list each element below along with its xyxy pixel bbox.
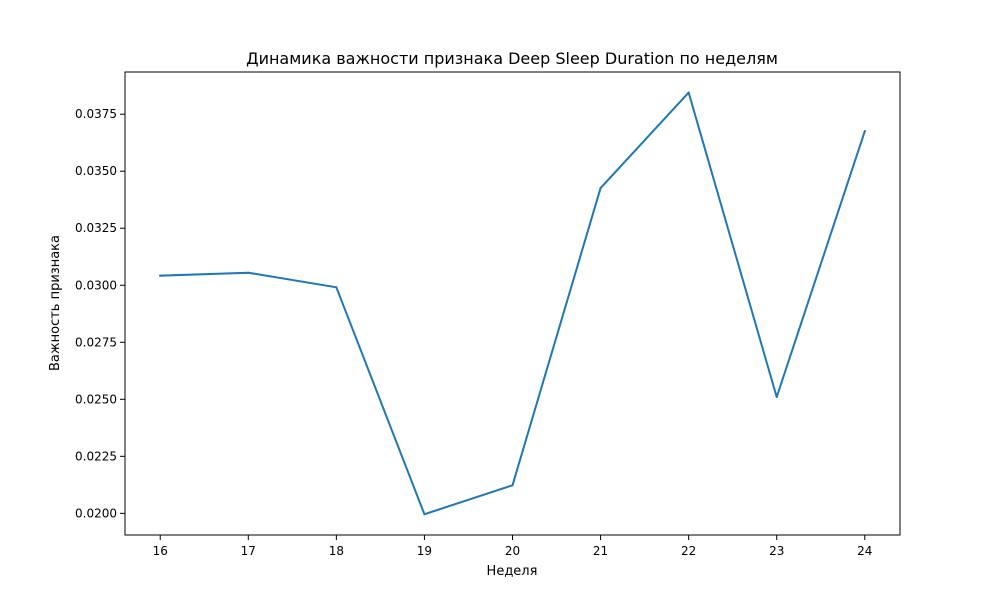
y-tick-label: 0.0225: [75, 449, 117, 463]
data-point: [159, 274, 162, 277]
x-axis-label: Неделя: [487, 564, 538, 579]
x-tick-label: 17: [241, 544, 256, 558]
x-tick-label: 24: [857, 544, 872, 558]
series-layer: [159, 91, 867, 516]
y-tick-label: 0.0325: [75, 221, 117, 235]
data-point: [599, 187, 602, 190]
y-tick-label: 0.0350: [75, 164, 117, 178]
y-tick-label: 0.0275: [75, 335, 117, 349]
x-tick-label: 18: [329, 544, 344, 558]
data-point: [687, 91, 690, 94]
x-axis: 16 17 18 19 20 21 22 23 24: [153, 535, 872, 558]
x-tick-label: 22: [681, 544, 696, 558]
x-tick-label: 20: [505, 544, 520, 558]
x-tick-label: 16: [153, 544, 168, 558]
x-tick-label: 23: [769, 544, 784, 558]
chart-title: Динамика важности признака Deep Sleep Du…: [246, 49, 778, 68]
data-point: [775, 396, 778, 399]
x-tick-label: 21: [593, 544, 608, 558]
y-tick-label: 0.0200: [75, 506, 117, 520]
y-tick-label: 0.0250: [75, 392, 117, 406]
data-point: [511, 484, 514, 487]
y-axis-label: Важность признака: [48, 235, 63, 371]
x-tick-label: 19: [417, 544, 432, 558]
y-tick-label: 0.0375: [75, 107, 117, 121]
y-tick-label: 0.0300: [75, 278, 117, 292]
plot-area: [124, 71, 901, 536]
series-line: [159, 91, 867, 516]
data-point: [863, 130, 866, 133]
data-point: [335, 286, 338, 289]
y-axis: 0.0200 0.0225 0.0250 0.0275 0.0300 0.0325 0.03…: [75, 107, 125, 520]
data-point: [423, 513, 426, 516]
data-point: [247, 271, 250, 274]
